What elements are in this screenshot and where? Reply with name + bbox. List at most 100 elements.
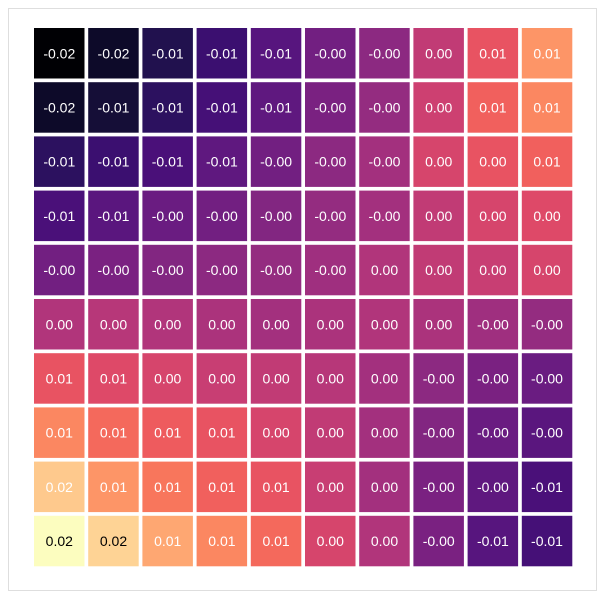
heatmap-cell-r9-c9: [521, 515, 573, 567]
heatmap-cell-r1-c9: [521, 82, 573, 133]
heatmap-cell-label: 0.00: [425, 262, 452, 278]
heatmap-cell-r9-c4: [250, 515, 302, 567]
heatmap-cell-r7-c8: [467, 407, 519, 458]
heatmap-cell-r0-c4: [250, 28, 302, 79]
heatmap-cell-r8-c9: [521, 461, 573, 513]
chart-frame: -0.02 -0.02 -0.01 -0.01 -0.01 -0.00 -0.00 0.00 0…: [8, 8, 597, 591]
heatmap-cell-r0-c2: [142, 28, 193, 79]
heatmap-cell-r8-c3: [196, 461, 248, 513]
heatmap-cell-r2-c6: [359, 136, 410, 187]
heatmap-cell-r3-c2: [142, 190, 193, 242]
heatmap-cell-label: 0.01: [208, 533, 235, 549]
heatmap-cell-label: 0.00: [371, 479, 398, 495]
heatmap-cell-r0-c5: [305, 28, 356, 79]
heatmap-cell-label: -0.00: [423, 479, 455, 495]
heatmap-cell-label: 0.00: [425, 100, 452, 116]
heatmap-cell-r7-c6: [359, 407, 410, 458]
heatmap-cell-r0-c9: [521, 28, 573, 79]
heatmap-cell-r0-c0: [34, 28, 85, 79]
heatmap-cell-label: -0.01: [43, 208, 75, 224]
heatmap-cell-r8-c7: [413, 461, 464, 513]
heatmap-cell-r5-c7: [413, 299, 464, 350]
heatmap-cell-label: -0.01: [206, 45, 238, 61]
heatmap-cell-label: 0.01: [262, 533, 289, 549]
heatmap-cell-r5-c0: [34, 299, 85, 350]
heatmap-cell-label: 0.00: [262, 316, 289, 332]
heatmap-cell-r6-c8: [467, 353, 519, 404]
heatmap-cell-r9-c3: [196, 515, 248, 567]
heatmap-cell-r1-c8: [467, 82, 519, 133]
heatmap-cell-label: 0.00: [533, 262, 560, 278]
heatmap-cell-label: -0.01: [152, 100, 184, 116]
heatmap-cell-label: -0.02: [43, 100, 75, 116]
heatmap-cell-label: 0.01: [533, 45, 560, 61]
heatmap-cell-r0-c6: [359, 28, 410, 79]
heatmap-cell-r9-c1: [88, 515, 139, 567]
heatmap-cell-label: -0.00: [314, 45, 346, 61]
heatmap-cell-label: 0.00: [533, 208, 560, 224]
heatmap-cell-label: -0.00: [314, 262, 346, 278]
heatmap-cell-label: 0.02: [46, 479, 73, 495]
heatmap-cell-r4-c1: [88, 244, 139, 296]
heatmap-cell-label: 0.02: [46, 533, 73, 549]
heatmap-cell-label: -0.00: [369, 154, 401, 170]
heatmap-cell-r6-c5: [305, 353, 356, 404]
heatmap-cell-label: -0.00: [152, 262, 184, 278]
heatmap-cell-r6-c4: [250, 353, 302, 404]
heatmap-cell-r3-c0: [34, 190, 85, 242]
heatmap-cell-label: -0.02: [98, 45, 130, 61]
heatmap-cell-r5-c4: [250, 299, 302, 350]
heatmap-cell-label: -0.00: [314, 208, 346, 224]
heatmap-cell-label: -0.01: [98, 100, 130, 116]
heatmap-cell-label: -0.00: [314, 100, 346, 116]
heatmap-cell-label: -0.00: [369, 45, 401, 61]
heatmap-cell-label: -0.01: [152, 45, 184, 61]
heatmap-cell-r2-c9: [521, 136, 573, 187]
heatmap-cell-r0-c3: [196, 28, 248, 79]
heatmap-cell-r5-c8: [467, 299, 519, 350]
heatmap-cell-label: 0.01: [46, 371, 73, 387]
heatmap-cell-r9-c6: [359, 515, 410, 567]
heatmap-cell-label: -0.00: [531, 425, 563, 441]
heatmap-cell-r3-c7: [413, 190, 464, 242]
heatmap-cell-label: 0.00: [317, 371, 344, 387]
heatmap-cell-label: -0.00: [314, 154, 346, 170]
heatmap-cell-r7-c7: [413, 407, 464, 458]
heatmap-cell-r6-c7: [413, 353, 464, 404]
heatmap-cell-label: -0.00: [423, 425, 455, 441]
heatmap-cell-r4-c4: [250, 244, 302, 296]
heatmap-cell-label: 0.01: [479, 45, 506, 61]
heatmap-cell-label: -0.01: [206, 154, 238, 170]
heatmap-cell-r6-c3: [196, 353, 248, 404]
heatmap-cell-label: -0.01: [43, 154, 75, 170]
heatmap-cell-r9-c2: [142, 515, 193, 567]
heatmap-cell-r2-c0: [34, 136, 85, 187]
heatmap-cell-r0-c8: [467, 28, 519, 79]
heatmap-cell-r7-c0: [34, 407, 85, 458]
heatmap-cell-label: -0.00: [423, 533, 455, 549]
heatmap-cell-r2-c7: [413, 136, 464, 187]
heatmap-cell-label: 0.01: [479, 100, 506, 116]
heatmap-cell-label: -0.00: [98, 262, 130, 278]
heatmap-cell-label: 0.00: [479, 208, 506, 224]
heatmap-cell-r1-c4: [250, 82, 302, 133]
heatmap-cell-r1-c5: [305, 82, 356, 133]
heatmap-cell-r4-c0: [34, 244, 85, 296]
heatmap-cell-r3-c3: [196, 190, 248, 242]
heatmap-cell-r3-c6: [359, 190, 410, 242]
heatmap-cell-label: -0.00: [152, 208, 184, 224]
heatmap-cell-label: -0.01: [531, 479, 563, 495]
heatmap-cell-r7-c4: [250, 407, 302, 458]
heatmap-cell-label: -0.01: [531, 533, 563, 549]
heatmap-cell-label: 0.02: [100, 533, 127, 549]
heatmap-cell-label: 0.00: [425, 154, 452, 170]
heatmap-cell-label: 0.01: [154, 533, 181, 549]
heatmap-cell-r5-c5: [305, 299, 356, 350]
heatmap-cell-r2-c3: [196, 136, 248, 187]
heatmap-cell-label: -0.00: [477, 479, 509, 495]
heatmap-cell-r2-c1: [88, 136, 139, 187]
heatmap-cell-label: 0.00: [317, 479, 344, 495]
heatmap-cell-r8-c5: [305, 461, 356, 513]
heatmap-cell-r8-c2: [142, 461, 193, 513]
heatmap-cell-r4-c3: [196, 244, 248, 296]
